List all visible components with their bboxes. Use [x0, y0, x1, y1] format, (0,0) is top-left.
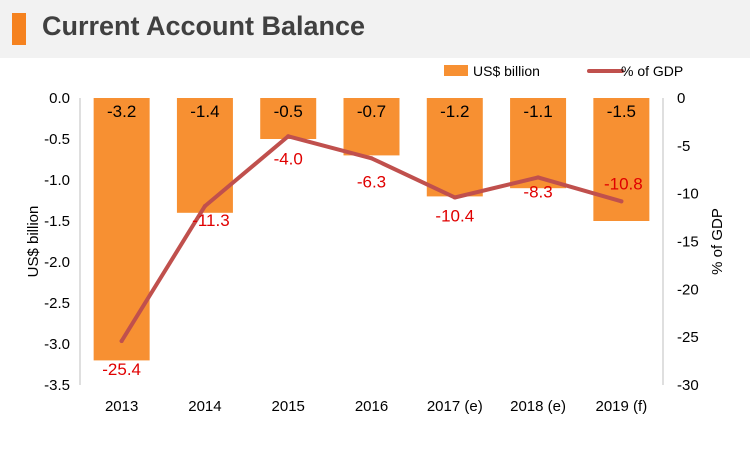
bar: [510, 98, 567, 189]
line-data-label: -25.4: [102, 360, 141, 379]
y-right-tick-label: -5: [677, 138, 690, 155]
line-data-label: -6.3: [357, 172, 386, 191]
y-right-tick-label: 0: [677, 90, 685, 107]
y-left-tick-label: -1.0: [44, 172, 70, 189]
y-left-tick-label: -3.5: [44, 377, 70, 394]
bar-data-label: -0.7: [357, 102, 386, 121]
gdp-line-point: [619, 199, 624, 204]
bar: [93, 98, 150, 361]
y-left-axis-title: US$ billion: [25, 206, 42, 278]
x-tick-label: 2019 (f): [596, 398, 648, 415]
gdp-line-point: [286, 134, 291, 139]
y-right-tick-label: -15: [677, 234, 699, 251]
gdp-line-point: [369, 156, 374, 161]
y-right-tick-label: -20: [677, 281, 699, 298]
y-left-tick-label: 0.0: [49, 90, 70, 107]
x-tick-label: 2018 (e): [510, 398, 566, 415]
gdp-line-point: [452, 195, 457, 200]
line-data-label: -10.8: [604, 174, 643, 193]
line-data-label: -10.4: [435, 206, 474, 225]
x-tick-label: 2014: [188, 398, 221, 415]
legend-swatch-bar: [444, 65, 468, 76]
y-left-tick-label: -3.0: [44, 336, 70, 353]
bar: [260, 98, 317, 139]
y-left-tick-label: -1.5: [44, 213, 70, 230]
bar: [426, 98, 483, 197]
x-tick-label: 2015: [272, 398, 305, 415]
gdp-line-point: [119, 338, 124, 343]
legend-label-line: % of GDP: [621, 63, 683, 79]
y-right-axis-title: % of GDP: [709, 208, 726, 275]
x-tick-label: 2016: [355, 398, 388, 415]
line-data-label: -11.3: [192, 211, 230, 230]
x-tick-label: 2017 (e): [427, 398, 483, 415]
y-right-tick-label: -25: [677, 329, 699, 346]
bar-data-label: -3.2: [107, 102, 136, 121]
legend-label-bar: US$ billion: [473, 63, 540, 79]
page-title: Current Account Balance: [42, 11, 366, 41]
y-right-tick-label: -30: [677, 377, 699, 394]
title-accent-bar: [12, 13, 26, 45]
y-left-tick-label: -2.0: [44, 254, 70, 271]
bar-data-label: -1.4: [190, 102, 219, 121]
gdp-line-point: [202, 204, 207, 209]
line-data-label: -8.3: [523, 182, 552, 201]
title-bar: Current Account Balance: [0, 0, 750, 58]
bar-data-label: -0.5: [274, 102, 303, 121]
bar-data-label: -1.5: [607, 102, 636, 121]
gdp-line-point: [536, 175, 541, 180]
y-left-tick-label: -2.5: [44, 295, 70, 312]
bar-data-label: -1.2: [440, 102, 469, 121]
line-data-label: -4.0: [274, 149, 303, 168]
bar: [176, 98, 233, 213]
bar-data-label: -1.1: [523, 102, 552, 121]
y-right-tick-label: -10: [677, 186, 699, 203]
x-tick-label: 2013: [105, 398, 138, 415]
bar: [343, 98, 400, 156]
y-left-tick-label: -0.5: [44, 131, 70, 148]
